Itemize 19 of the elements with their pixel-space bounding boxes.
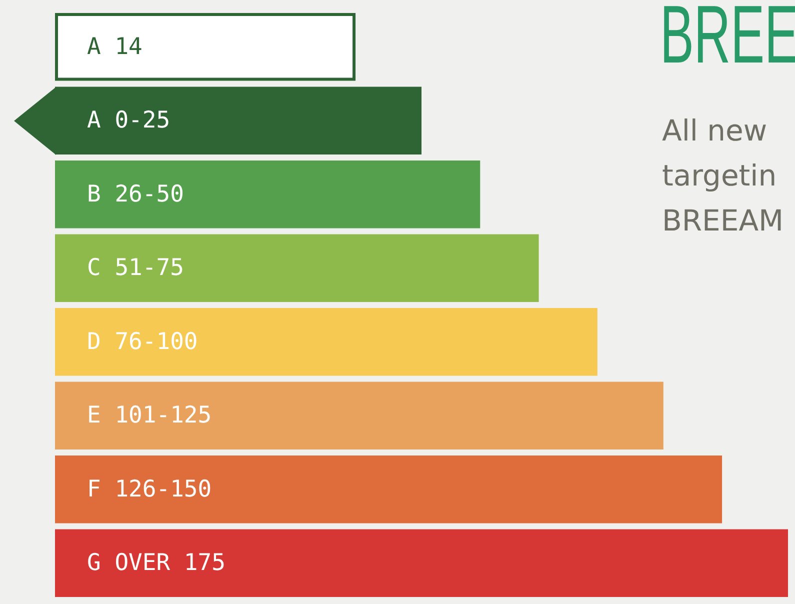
bar [55, 308, 598, 376]
bar [55, 234, 539, 302]
y-tick-label: C 51-75 [87, 255, 184, 282]
bar [55, 12, 356, 81]
y-tick-label: D 76-100 [87, 328, 198, 355]
bar [55, 529, 788, 598]
bar [55, 382, 664, 450]
chart-title: BREE [660, 0, 795, 81]
y-tick-label: G OVER 175 [87, 550, 226, 576]
y-tick-label: F 126-150 [87, 476, 212, 502]
annotation: targetin [662, 158, 777, 192]
bar [55, 160, 480, 228]
y-tick-label: A 14 [87, 34, 142, 60]
y-tick-label: B 26-50 [87, 181, 184, 208]
annotation: All new [662, 114, 768, 148]
y-tick-label: A 0-25 [87, 108, 170, 134]
bar [55, 455, 722, 524]
annotation: BREEAM [662, 204, 784, 238]
y-tick-label: E 101-125 [87, 402, 212, 429]
